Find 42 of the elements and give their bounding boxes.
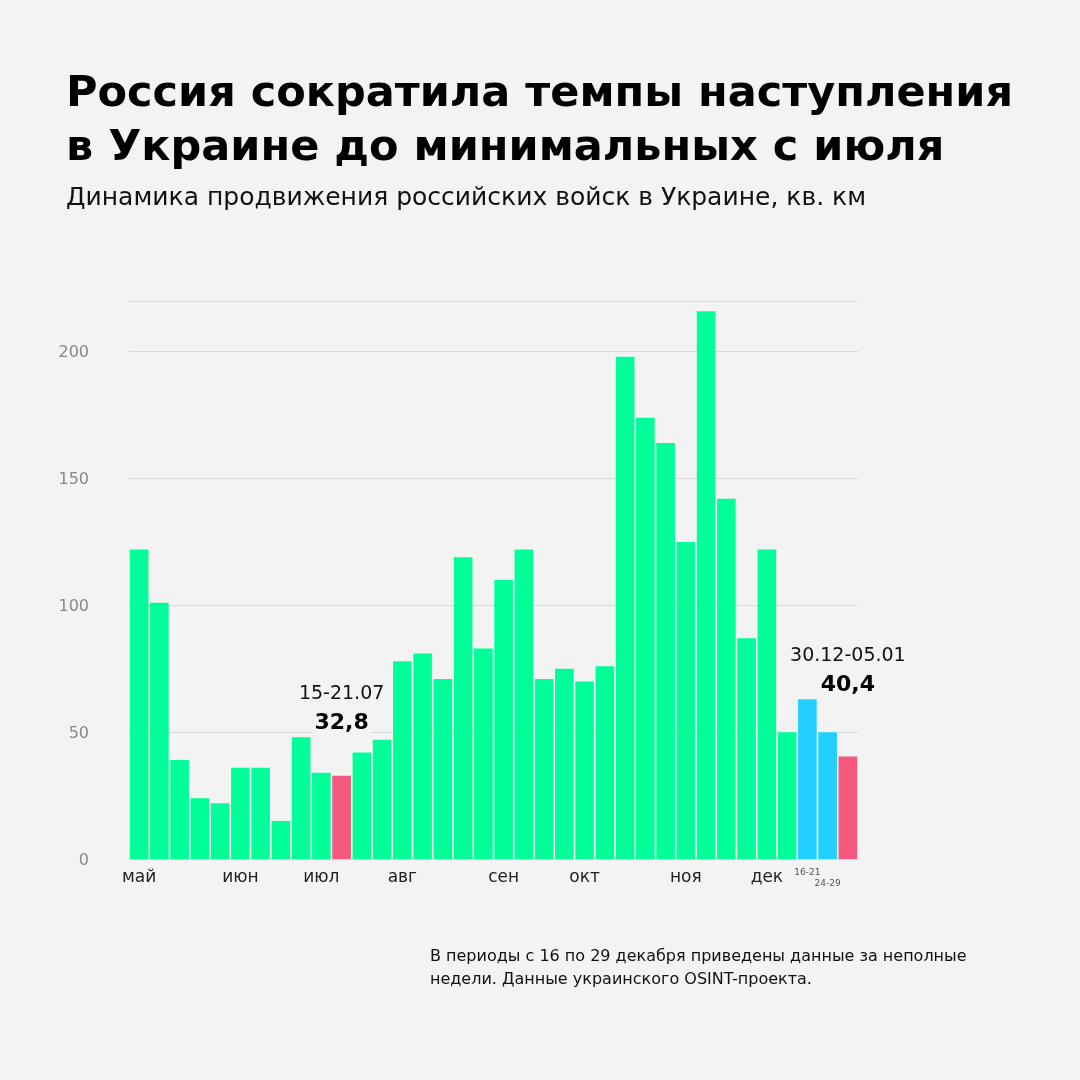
bar [514,549,534,859]
y-tick-label: 150 [58,469,89,489]
x-tick-label: 24-29 [814,877,841,888]
bar [777,732,797,859]
bar [190,798,210,859]
x-tick-label: июн [222,865,259,886]
annotation: 30.12-05.01 [790,642,906,665]
chart-title: Россия сократила темпы наступления в Украине до минимальных с июля [66,65,1015,172]
bar [696,311,716,859]
x-tick-label: окт [569,865,600,886]
x-tick-label: сен [488,865,520,886]
text: В периоды с 16 по 29 декабря приведены данные за неполные недели. Данные украинского OSINT-проекта. [430,945,968,990]
bar [312,772,331,859]
data-label: 40,4 [820,670,876,696]
bar [534,678,554,859]
bar [291,737,311,859]
bar [453,557,473,859]
x-tick-label: май [121,865,157,886]
bar [595,666,615,859]
x-tick-label: 16-21 [794,866,821,877]
x-tick-label: дек [750,865,784,886]
bar [676,541,696,859]
bar [615,356,635,859]
data-label: 32,8 [314,708,369,734]
y-tick-label: 0 [78,849,89,869]
bar [352,752,372,859]
bar [332,775,351,859]
bar [210,803,230,859]
bar [433,678,453,859]
x-tick-label: авг [387,865,418,886]
bar [129,549,149,859]
annotation: 15-21.07 [298,680,385,703]
chart-subtitle: Динамика продвижения российских войск в Украине, кв. км [66,182,867,211]
bar [838,756,858,859]
x-tick-label: июл [303,865,340,886]
y-tick-label: 200 [58,342,89,362]
bar [372,739,392,859]
y-tick-label: 50 [68,722,89,742]
bar [271,820,291,859]
bar [757,549,777,859]
y-tick-label: 100 [58,595,89,615]
x-tick-label: ноя [670,865,702,886]
